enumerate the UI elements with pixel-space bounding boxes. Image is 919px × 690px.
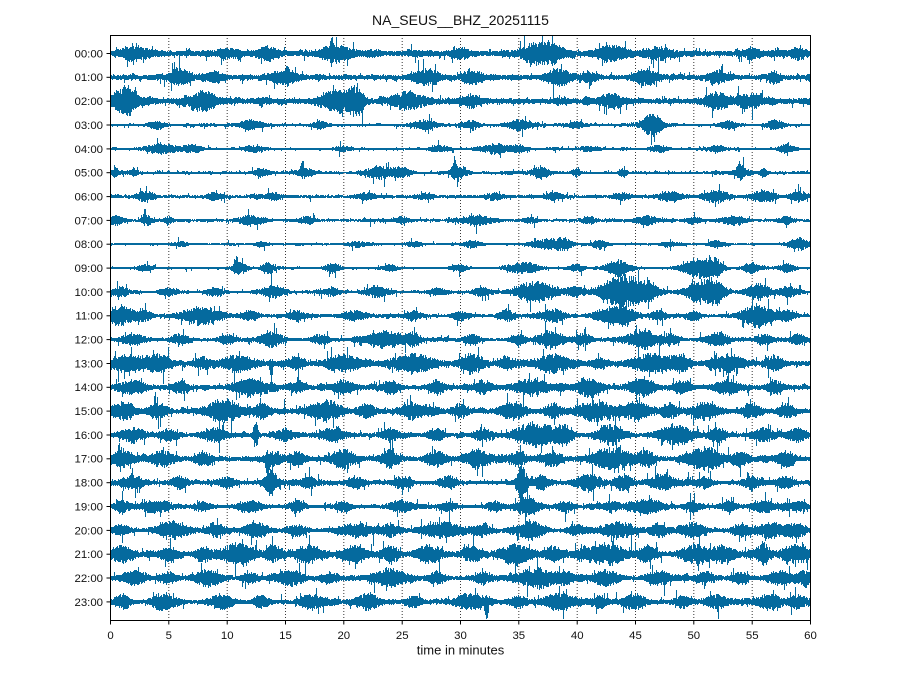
svg-text:35: 35 bbox=[512, 630, 525, 642]
svg-text:18:00: 18:00 bbox=[74, 478, 103, 490]
svg-text:11:00: 11:00 bbox=[75, 311, 103, 323]
svg-text:03:00: 03:00 bbox=[74, 120, 103, 132]
svg-text:NA_SEUS__BHZ_20251115: NA_SEUS__BHZ_20251115 bbox=[372, 12, 549, 28]
svg-text:60: 60 bbox=[804, 630, 817, 642]
svg-text:01:00: 01:00 bbox=[74, 72, 103, 84]
svg-text:02:00: 02:00 bbox=[74, 96, 103, 108]
svg-text:00:00: 00:00 bbox=[74, 48, 103, 60]
svg-text:10:00: 10:00 bbox=[74, 287, 103, 299]
svg-text:0: 0 bbox=[107, 630, 113, 642]
svg-text:07:00: 07:00 bbox=[74, 215, 103, 227]
svg-text:06:00: 06:00 bbox=[74, 192, 103, 204]
svg-text:12:00: 12:00 bbox=[74, 335, 103, 347]
svg-text:20:00: 20:00 bbox=[74, 525, 103, 537]
svg-text:15:00: 15:00 bbox=[74, 406, 103, 418]
svg-text:09:00: 09:00 bbox=[74, 263, 103, 275]
svg-text:13:00: 13:00 bbox=[74, 358, 103, 370]
svg-text:08:00: 08:00 bbox=[74, 239, 103, 251]
svg-text:55: 55 bbox=[746, 630, 759, 642]
svg-text:40: 40 bbox=[571, 630, 584, 642]
svg-text:19:00: 19:00 bbox=[74, 501, 103, 513]
svg-text:14:00: 14:00 bbox=[74, 382, 103, 394]
svg-text:16:00: 16:00 bbox=[74, 430, 103, 442]
svg-text:25: 25 bbox=[396, 630, 409, 642]
svg-text:05:00: 05:00 bbox=[74, 168, 103, 180]
svg-text:17:00: 17:00 bbox=[74, 454, 103, 466]
svg-text:time in minutes: time in minutes bbox=[417, 643, 505, 658]
svg-text:23:00: 23:00 bbox=[74, 597, 103, 609]
svg-text:15: 15 bbox=[279, 630, 292, 642]
svg-text:5: 5 bbox=[166, 630, 172, 642]
svg-text:20: 20 bbox=[337, 630, 350, 642]
svg-text:21:00: 21:00 bbox=[74, 549, 103, 561]
svg-text:45: 45 bbox=[629, 630, 642, 642]
svg-text:22:00: 22:00 bbox=[74, 573, 103, 585]
svg-text:04:00: 04:00 bbox=[74, 144, 103, 156]
svg-text:30: 30 bbox=[454, 630, 467, 642]
svg-text:10: 10 bbox=[221, 630, 234, 642]
svg-text:50: 50 bbox=[687, 630, 700, 642]
